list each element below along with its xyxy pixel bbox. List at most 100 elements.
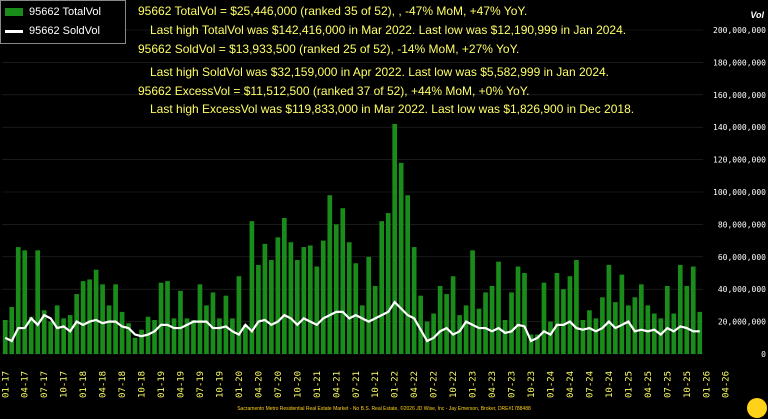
legend: 95662 TotalVol 95662 SoldVol [0,0,126,44]
y-tick-label: 60,000,000 [718,253,766,262]
totalvol-bar [502,319,508,354]
y-tick-label: 20,000,000 [718,318,766,327]
totalvol-bar [191,319,196,354]
totalvol-bar [2,319,8,354]
totalvol-bar [450,276,456,354]
totalvol-bar [405,195,410,354]
totalvol-bar [301,247,307,354]
totalvol-bar [639,284,644,354]
x-tick-label: 10-19 [215,371,225,398]
annotation-soldvol: 95662 SoldVol = $13,933,500 (ranked 25 o… [138,42,520,56]
x-tick-label: 04-18 [99,371,109,398]
x-tick-label: 07-25 [663,371,673,398]
totalvol-bar [359,305,365,354]
x-tick-label: 01-19 [157,371,167,398]
totalvol-bar [366,256,372,354]
x-tick-label: 04-26 [722,371,732,398]
y-tick-label: 100,000,000 [713,188,766,197]
annotation-excessvol-range: Last high ExcessVol was $119,833,000 in … [150,102,635,116]
totalvol-bar [509,292,514,354]
y-tick-label: 160,000,000 [713,91,766,100]
legend-soldvol: 95662 SoldVol [5,25,100,37]
y-tick-label: 140,000,000 [713,123,766,132]
totalvol-bar [600,297,605,354]
totalvol-bar [100,284,105,354]
totalvol-bar [522,273,527,354]
totalvol-bar [210,292,216,354]
totalvol-bar [320,240,326,354]
totalvol-bar [677,264,683,354]
x-tick-label: 07-17 [40,371,50,398]
totalvol-bar [288,242,294,354]
totalvol-bar [223,295,229,354]
totalvol-bar [392,123,398,355]
totalvol-bar [379,221,385,354]
annotation-excessvol: 95662 ExcessVol = $11,512,500 (ranked 37… [138,84,530,98]
x-tick-label: 07-21 [352,371,362,398]
x-tick-label: 10-21 [371,371,381,398]
x-tick-label: 07-20 [274,371,284,398]
totalvol-bar [457,315,462,354]
totalvol-bar [132,337,138,354]
totalvol-bar [262,243,268,354]
brand-logo-icon [747,398,767,418]
x-tick-label: 04-22 [410,371,420,398]
y-tick-label: 0 [761,350,766,359]
x-tick-label: 01-22 [391,371,401,398]
totalvol-bar [567,276,573,354]
legend-totalvol-label: 95662 TotalVol [29,6,101,18]
totalvol-bar [671,313,677,354]
totalvol-bar [515,266,521,354]
x-tick-label: 07-24 [585,371,595,398]
totalvol-bar [93,269,99,354]
totalvol-bar [353,263,359,354]
totalvol-bar [684,285,690,354]
soldvol-line [4,300,700,343]
y-tick-label: 200,000,000 [713,26,766,35]
totalvol-bar [645,305,651,354]
totalvol-bar [333,224,339,354]
x-tick-label: 07-23 [508,371,518,398]
annotation-totalvol-range: Last high TotalVol was $142,416,000 in M… [150,23,627,37]
totalvol-bar [483,292,488,354]
x-tick-label: 10-18 [138,371,148,398]
x-axis-ticks: 01-17 04-17 07-17 10-17 01-18 04-18 07-18 10-18… [1,371,731,398]
totalvol-bar [282,217,287,354]
totalvol-bar [340,208,346,354]
x-tick-label: 07-22 [430,371,440,398]
x-tick-label: 01-17 [1,371,11,398]
totalvol-bar [385,213,391,354]
totalvol-bar [632,297,638,354]
totalvol-bar [106,305,112,354]
x-tick-label: 10-23 [527,371,537,398]
totalvol-bar [22,250,28,354]
totalvol-bar [158,282,164,354]
soldvol-swatch [5,29,23,33]
totalvol-bar [346,242,352,354]
x-tick-label: 01-26 [702,371,712,398]
annotation-totalvol: 95662 TotalVol = $25,446,000 (ranked 35 … [138,4,528,18]
totalvol-bar [165,281,170,354]
totalvol-bar [418,295,423,354]
totalvol-bar [204,305,209,354]
totalvol-bar [41,310,47,354]
totalvol-bar [113,284,118,354]
totalvol-bar [243,324,248,354]
x-tick-label: 04-25 [644,371,654,398]
totalvol-bar [658,318,664,354]
footer-credit: Sacramento Metro Residential Real Estate… [237,406,531,412]
totalvol-bar [74,294,79,354]
totalvol-bar [554,273,560,354]
totalvol-bar [593,318,599,354]
totalvol-bar [444,294,449,354]
totalvol-bar [470,250,475,354]
totalvol-bar [372,285,378,354]
totalvol-bar [496,261,501,354]
totalvol-bar [431,313,436,354]
y-tick-label: 40,000,000 [718,285,766,294]
x-tick-label: 04-21 [332,371,342,398]
totalvol-bar [476,308,482,354]
totalvol-bar [574,260,579,354]
legend-soldvol-label: 95662 SoldVol [29,25,100,37]
totalvol-bar [152,319,157,354]
